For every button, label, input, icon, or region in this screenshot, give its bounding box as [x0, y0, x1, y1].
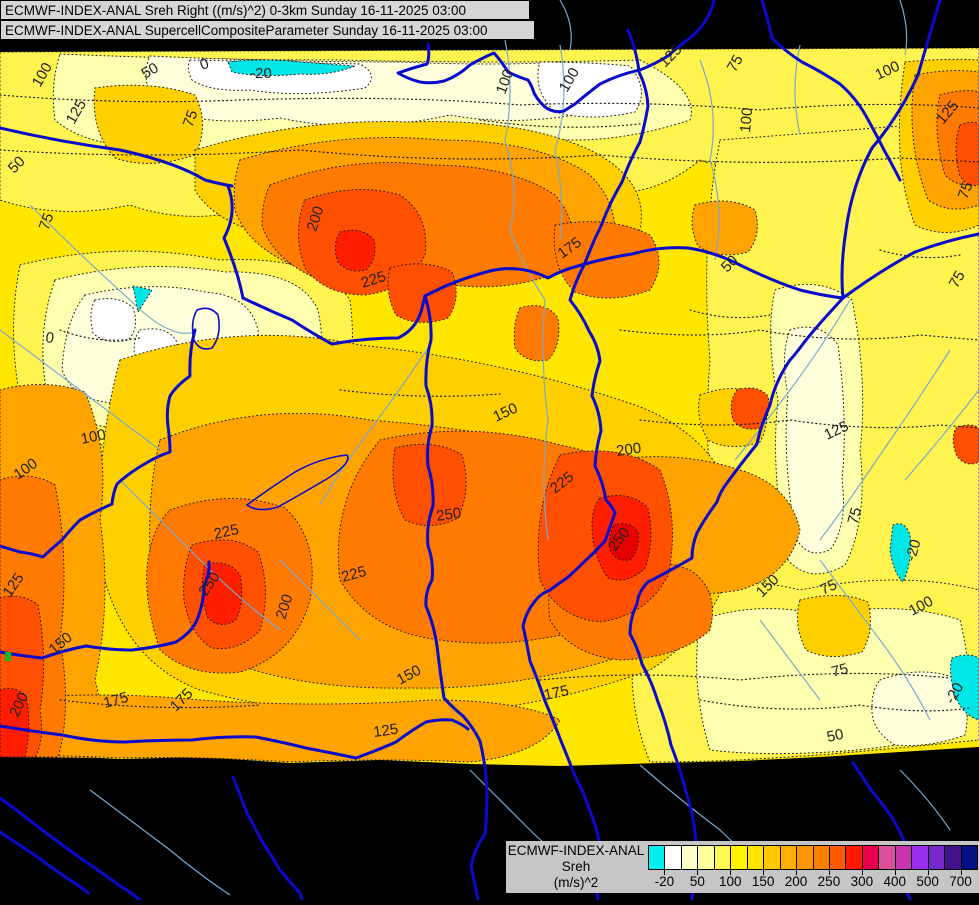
- legend-title-line3: (m/s)^2: [553, 875, 599, 890]
- legend-swatch: [780, 846, 798, 869]
- legend-swatch: [764, 846, 781, 869]
- fill-contours: [0, 47, 979, 766]
- colorbar-tick: [664, 870, 666, 875]
- colorbar-tick: [796, 870, 798, 875]
- colorbar-tick: [960, 870, 962, 875]
- colorbar-tick-label: 300: [850, 874, 874, 889]
- lake-outlines: [191, 307, 349, 511]
- contour-label: 100: [737, 107, 756, 133]
- legend-title-line2: Sreh: [561, 859, 591, 874]
- contour-label: 175: [542, 682, 570, 704]
- dotted-contour-lines: [0, 94, 979, 712]
- contour-label: 75: [946, 268, 969, 291]
- contour-label: 225: [212, 521, 240, 543]
- colorbar-tick-label: -20: [654, 874, 675, 889]
- legend-swatch: [681, 846, 699, 869]
- contour-label: 0: [44, 329, 55, 347]
- contour-label: -20: [250, 65, 272, 82]
- colorbar-tick: [828, 870, 830, 875]
- colorbar-tick: [730, 870, 732, 875]
- colorbar: [648, 845, 978, 870]
- colorbar-tick-label: 400: [883, 874, 907, 889]
- legend-swatch: [714, 846, 732, 869]
- colorbar-tick: [861, 870, 863, 875]
- contour-label: 200: [273, 592, 297, 621]
- legend-title: ECMWF-INDEX-ANAL Sreh (m/s)^2: [506, 843, 646, 891]
- contour-label: 50: [139, 59, 162, 82]
- colorbar-tick: [894, 870, 896, 875]
- legend-swatch: [879, 846, 896, 869]
- contour-label: 75: [844, 506, 865, 527]
- contour-label: -20: [902, 538, 924, 563]
- map-title-primary: ECMWF-INDEX-ANAL Sreh Right ((m/s)^2) 0-…: [0, 0, 530, 20]
- lake-neusiedl-outline: [191, 307, 220, 350]
- contour-label: 200: [304, 204, 328, 233]
- contour-label: 125: [372, 721, 399, 741]
- contour-label: 250: [435, 505, 462, 525]
- map-title-secondary: ECMWF-INDEX-ANAL SupercellCompositeParam…: [0, 20, 535, 40]
- legend-swatch: [895, 846, 913, 869]
- contour-label: 75: [955, 180, 977, 201]
- legend-swatch: [862, 846, 880, 869]
- legend-swatch: [731, 846, 748, 869]
- contour-label: 75: [180, 108, 202, 129]
- contour-label: 200: [615, 440, 642, 460]
- contour-label: 175: [102, 689, 131, 712]
- color-legend: ECMWF-INDEX-ANAL Sreh (m/s)^2 -20 50 100 15…: [506, 841, 979, 893]
- colorbar-tick: [697, 870, 699, 875]
- legend-swatch: [945, 846, 962, 869]
- contour-label: 75: [830, 660, 851, 681]
- colorbar-tick-label: 500: [916, 874, 939, 889]
- contour-label: 75: [818, 576, 840, 598]
- legend-swatch: [698, 846, 715, 869]
- legend-swatch: [665, 846, 682, 869]
- lake-balaton-outline: [245, 454, 349, 511]
- colorbar-tick-label: 200: [784, 874, 808, 889]
- contour-label: 225: [340, 563, 369, 586]
- colorbar-tick: [763, 870, 765, 875]
- colorbar-tick-label: 100: [718, 874, 742, 889]
- legend-swatch: [961, 846, 978, 869]
- contour-label: 100: [79, 426, 107, 448]
- legend-swatch: [797, 846, 814, 869]
- green-station-marker: [5, 652, 11, 661]
- contour-label: 75: [36, 211, 58, 232]
- colorbar-tick-label: 150: [751, 874, 775, 889]
- legend-swatch: [912, 846, 929, 869]
- legend-title-line1: ECMWF-INDEX-ANAL: [507, 843, 645, 858]
- contour-label: 50: [825, 726, 845, 746]
- colorbar-tick-label: 700: [949, 874, 972, 889]
- contour-label: 225: [359, 268, 388, 292]
- legend-swatch: [747, 846, 765, 869]
- colorbar-tick-label: 250: [817, 874, 841, 889]
- legend-swatch: [928, 846, 946, 869]
- colorbar-tick: [927, 870, 929, 875]
- colorbar-tick-label: 50: [689, 874, 705, 889]
- legend-swatch: [649, 846, 666, 869]
- legend-swatch: [829, 846, 847, 869]
- legend-swatch: [846, 846, 863, 869]
- legend-swatch: [813, 846, 830, 869]
- contour-label: 75: [724, 52, 747, 75]
